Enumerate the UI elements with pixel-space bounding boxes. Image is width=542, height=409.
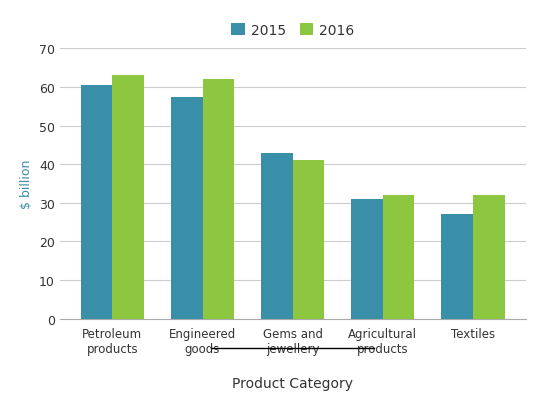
Bar [203,80,234,319]
Bar [383,196,415,319]
Bar [81,86,112,319]
Y-axis label: $ billion: $ billion [20,160,33,209]
Bar [261,153,293,319]
Bar [441,215,473,319]
Bar [171,97,203,319]
Legend: 2015, 2016: 2015, 2016 [225,18,360,43]
Text: Product Category: Product Category [232,376,353,390]
Bar [293,161,324,319]
Bar [112,76,144,319]
Bar [473,196,505,319]
Bar [351,200,383,319]
